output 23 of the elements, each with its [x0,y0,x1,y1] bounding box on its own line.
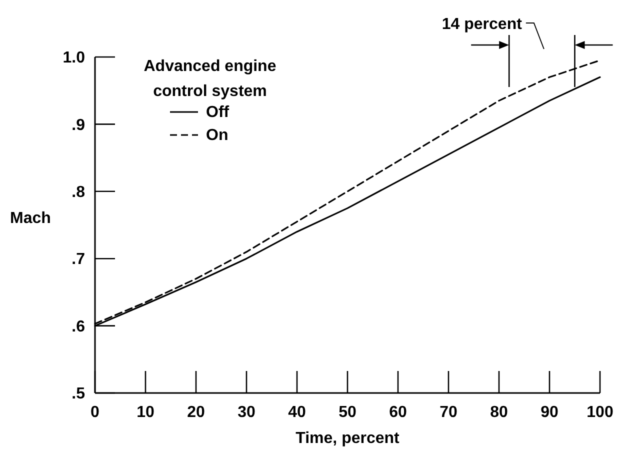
x-tick-label: 100 [586,404,614,421]
x-axis-title: Time, percent [296,430,400,447]
x-tick-label: 40 [288,404,306,421]
x-tick-label: 80 [490,404,508,421]
legend-label: Off [206,104,230,121]
y-tick-label: .9 [72,116,86,134]
x-tick-label: 20 [187,404,205,421]
x-tick-label: 90 [540,404,558,421]
y-tick-label: .8 [72,184,86,201]
x-tick-label: 0 [90,404,100,421]
text: 14 percent [442,16,523,33]
x-tick-label: 10 [136,404,154,421]
legend-title: Advanced engine control system [144,58,276,100]
y-tick-label: .5 [72,386,86,403]
legend-label: On [206,127,228,144]
x-tick-label: 30 [238,404,256,421]
y-axis-title: Mach [10,210,51,227]
x-tick-label: 70 [440,404,458,421]
y-tick-label: .6 [72,318,86,336]
x-tick-label: 60 [389,404,407,421]
y-tick-label: 1.0 [62,50,86,67]
x-tick-label: 50 [338,404,356,421]
y-tick-label: .7 [72,251,86,268]
